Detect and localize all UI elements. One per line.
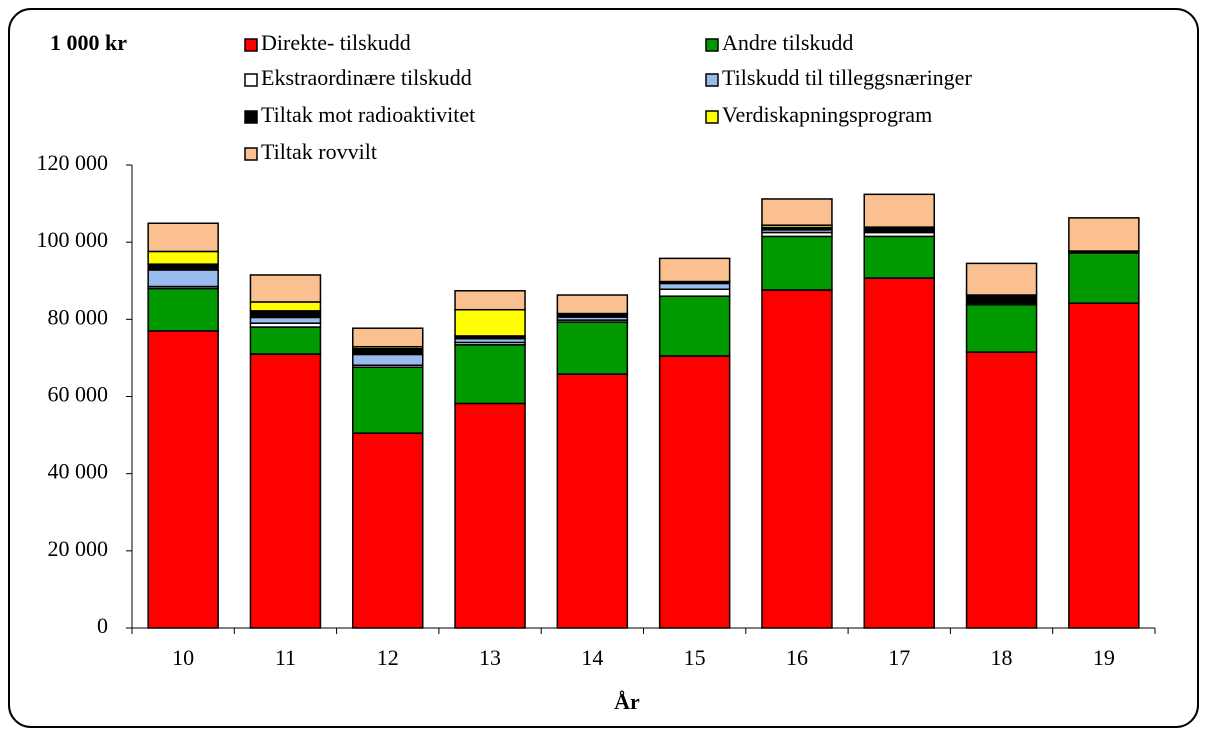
bar-segment	[352, 353, 424, 366]
bar-segment	[249, 274, 322, 303]
bar-segment	[658, 288, 731, 297]
x-tick-label: 14	[581, 645, 603, 670]
bar-segment	[249, 301, 322, 312]
x-tick-label: 15	[684, 645, 706, 670]
y-tick-label: 0	[97, 613, 108, 638]
bar-segment	[965, 351, 1038, 629]
bar-segment	[863, 235, 935, 279]
bar-segment	[352, 347, 424, 356]
x-tick-label: 13	[479, 645, 501, 670]
bar-segment	[1068, 252, 1140, 304]
y-tick-label: 100 000	[37, 227, 109, 252]
x-tick-label: 11	[275, 645, 296, 670]
bar-segment	[658, 295, 731, 357]
bar-segment	[454, 290, 526, 311]
legend-swatch	[705, 73, 719, 87]
bar-segment	[249, 326, 322, 355]
x-tick-label: 16	[786, 645, 808, 670]
bar-segment	[352, 366, 424, 434]
bar-segment	[1068, 302, 1140, 629]
x-tick-label: 12	[377, 645, 399, 670]
legend-label: Direkte- tilskudd	[261, 30, 411, 55]
legend-swatch	[244, 73, 258, 87]
legend-label: Andre tilskudd	[722, 30, 853, 55]
bar-segment	[761, 289, 833, 629]
bar-segment	[454, 402, 526, 629]
legend-label: Verdiskapningsprogram	[722, 102, 932, 127]
bar-segment	[147, 222, 219, 253]
bar-segment	[147, 330, 219, 629]
legend-label: Tiltak mot radioaktivitet	[261, 102, 475, 127]
bar-segment	[658, 355, 731, 629]
bar-segment	[352, 432, 424, 629]
x-tick-label: 18	[991, 645, 1013, 670]
bar-segment	[249, 316, 322, 324]
legend-swatch	[705, 38, 719, 52]
legend-label: Ekstraordinære tilskudd	[261, 65, 472, 90]
legend-label: Tilskudd til tilleggsnæringer	[722, 65, 972, 90]
y-tick-label: 120 000	[37, 150, 109, 175]
x-tick-label: 17	[888, 645, 910, 670]
bar-segment	[965, 294, 1038, 306]
bar-segment	[454, 344, 526, 405]
x-tick-label: 10	[172, 645, 194, 670]
legend-swatch	[244, 147, 258, 161]
bar-segment	[1068, 217, 1140, 252]
bar-segment	[863, 277, 935, 629]
bar-segment	[658, 282, 731, 290]
bar-segment	[147, 287, 219, 332]
legend-swatch	[244, 38, 258, 52]
bar-segment	[352, 327, 424, 348]
bar-segment	[556, 294, 629, 315]
legend-swatch	[705, 110, 719, 124]
bar-segment	[249, 353, 322, 629]
bar-segment	[147, 269, 219, 288]
y-tick-label: 60 000	[48, 382, 109, 407]
y-tick-label: 80 000	[48, 304, 109, 329]
unit-label: 1 000 kr	[50, 30, 127, 55]
bar-segment	[761, 198, 833, 226]
x-tick-label: 19	[1093, 645, 1115, 670]
bar-segment	[249, 310, 322, 319]
bar-segment	[965, 303, 1038, 353]
y-tick-label: 20 000	[48, 536, 109, 561]
x-axis-title: År	[614, 689, 640, 714]
legend-label: Tiltak rovvilt	[261, 139, 377, 164]
y-tick-label: 40 000	[48, 459, 109, 484]
bar-segment	[863, 193, 935, 228]
bar-segment	[147, 250, 219, 265]
bar-segment	[658, 257, 731, 283]
bar-segment	[454, 308, 526, 337]
bar-segment	[556, 373, 629, 629]
bar-segment	[965, 262, 1038, 296]
bar-segment	[556, 321, 629, 375]
legend-swatch	[244, 110, 258, 124]
bar-segment	[147, 263, 219, 271]
bar-segment	[761, 235, 833, 291]
